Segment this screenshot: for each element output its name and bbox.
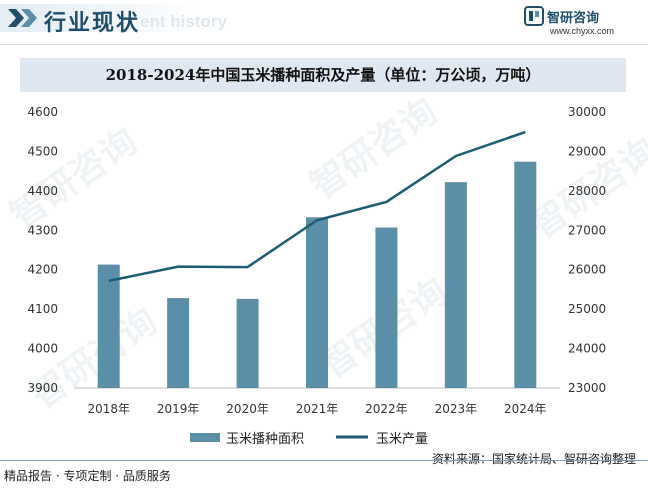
page-header: 行业现状 ent history 智研咨询 www.chyxx.com (0, 0, 648, 40)
x-tick-label: 2022年 (365, 402, 408, 416)
section-title: 行业现状 (44, 11, 141, 36)
brand-name: 智研咨询 (547, 11, 600, 26)
double-chevron-icon (8, 9, 37, 27)
right-tick-label: 25000 (568, 302, 606, 316)
bar (375, 227, 398, 388)
brand-logo-icon (524, 6, 544, 26)
left-tick-label: 4200 (27, 263, 58, 277)
left-tick-label: 4400 (27, 184, 58, 198)
right-tick-label: 26000 (568, 263, 606, 277)
left-axis: 3900 4000 4100 4200 4300 4400 4500 4600 (27, 105, 58, 395)
right-tick-label: 28000 (568, 184, 606, 198)
legend: 玉米播种面积 玉米产量 (190, 432, 428, 447)
right-tick-label: 24000 (568, 342, 606, 356)
footer-tagline: 精品报告 · 专项定制 · 品质服务 (4, 469, 171, 483)
x-tick-label: 2023年 (435, 402, 478, 416)
bar (514, 161, 537, 388)
x-tick-label: 2018年 (87, 402, 130, 416)
bar (236, 298, 259, 388)
bar (167, 298, 190, 388)
bar-series (97, 161, 537, 388)
legend-bar-label: 玉米播种面积 (226, 432, 304, 447)
right-tick-label: 27000 (568, 223, 606, 237)
x-axis: 2018年 2019年 2020年 2021年 2022年 2023年 2024年 (87, 402, 546, 416)
page-footer: 资料来源：国家统计局、智研咨询整理 精品报告 · 专项定制 · 品质服务 (0, 452, 648, 491)
right-tick-label: 30000 (568, 105, 606, 119)
legend-bar-swatch (190, 433, 220, 442)
line-series (108, 130, 526, 283)
right-axis: 23000 24000 25000 26000 27000 28000 29000 30000 (568, 105, 606, 395)
bar (97, 264, 120, 388)
left-tick-label: 4300 (27, 223, 58, 237)
header-divider (0, 44, 648, 45)
footer-divider (0, 460, 648, 461)
legend-line-label: 玉米产量 (376, 432, 428, 447)
right-tick-label: 29000 (568, 144, 606, 158)
left-tick-label: 4100 (27, 302, 58, 316)
left-tick-label: 4600 (27, 105, 58, 119)
left-tick-label: 4500 (27, 144, 58, 158)
x-tick-label: 2024年 (504, 402, 547, 416)
chart-title-box: 2018-2024年中国玉米播种面积及产量（单位：万公顷，万吨） (20, 58, 626, 92)
x-tick-label: 2019年 (157, 402, 200, 416)
right-tick-label: 23000 (568, 381, 606, 395)
left-tick-label: 3900 (27, 381, 58, 395)
brand-url: www.chyxx.com (550, 26, 615, 36)
x-tick-label: 2021年 (296, 402, 339, 416)
header-ghost-text: ent history (140, 12, 227, 31)
x-tick-label: 2020年 (226, 402, 269, 416)
bar (444, 182, 467, 388)
bar (306, 217, 328, 388)
source-note: 资料来源：国家统计局、智研咨询整理 (431, 452, 636, 466)
left-tick-label: 4000 (27, 342, 58, 356)
brand-logo: 智研咨询 www.chyxx.com (524, 6, 634, 38)
chart-title: 2018-2024年中国玉米播种面积及产量（单位：万公顷，万吨） (105, 66, 541, 84)
